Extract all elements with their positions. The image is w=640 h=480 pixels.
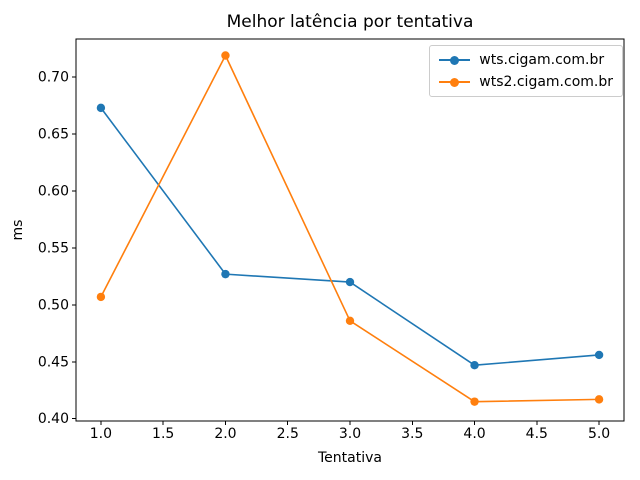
x-tick-label: 5.0: [588, 426, 610, 442]
data-point-marker: [221, 269, 230, 279]
data-point-marker: [594, 395, 604, 404]
legend: wts.cigam.com.br wts2.cigam.com.br: [429, 45, 623, 97]
x-axis-label: Tentativa: [317, 450, 382, 466]
y-tick-label: 0.65: [38, 127, 69, 143]
axes-layer: 1.0 1.5 2.0 2.5 3.0 3.5 4.0 4.5 5.0 0.40 0.45 0.50 0…: [38, 38, 625, 442]
data-point-marker: [221, 51, 230, 60]
legend-entry: wts.cigam.com.br: [439, 51, 613, 69]
legend-line-marker-icon: [439, 75, 471, 89]
data-point-marker: [345, 277, 355, 287]
x-tick-label: 2.5: [277, 426, 299, 442]
data-point-marker: [594, 350, 604, 360]
data-point-marker: [470, 397, 479, 406]
y-tick-label: 0.55: [38, 240, 69, 256]
x-tick-label: 2.0: [214, 426, 236, 442]
series-line: [100, 54, 600, 403]
x-tick-label: 4.0: [463, 426, 485, 442]
x-tick-label: 1.0: [90, 426, 112, 442]
data-point-marker: [470, 361, 479, 370]
data-point-marker: [96, 292, 106, 302]
y-axis-label: ms: [10, 220, 26, 241]
x-tick-label: 3.5: [401, 426, 423, 442]
legend-label: wts2.cigam.com.br: [479, 74, 613, 90]
chart-title: Melhor latência por tentativa: [227, 12, 474, 32]
legend-line-marker-icon: [439, 53, 471, 67]
y-tick-label: 0.40: [38, 411, 69, 427]
y-tick-label: 0.70: [38, 70, 69, 86]
series-line: [100, 107, 600, 367]
legend-label: wts.cigam.com.br: [479, 52, 605, 68]
y-tick-label: 0.45: [38, 354, 69, 370]
x-tick-label: 4.5: [526, 426, 548, 442]
x-tick-label: 1.5: [152, 426, 174, 442]
y-tick-label: 0.50: [38, 297, 69, 313]
x-tick-label: 3.0: [339, 426, 361, 442]
data-point-marker: [96, 103, 106, 113]
data-point-marker: [345, 316, 355, 326]
series-layer: [96, 51, 604, 406]
y-tick-label: 0.60: [38, 184, 69, 200]
legend-entry: wts2.cigam.com.br: [439, 73, 613, 91]
